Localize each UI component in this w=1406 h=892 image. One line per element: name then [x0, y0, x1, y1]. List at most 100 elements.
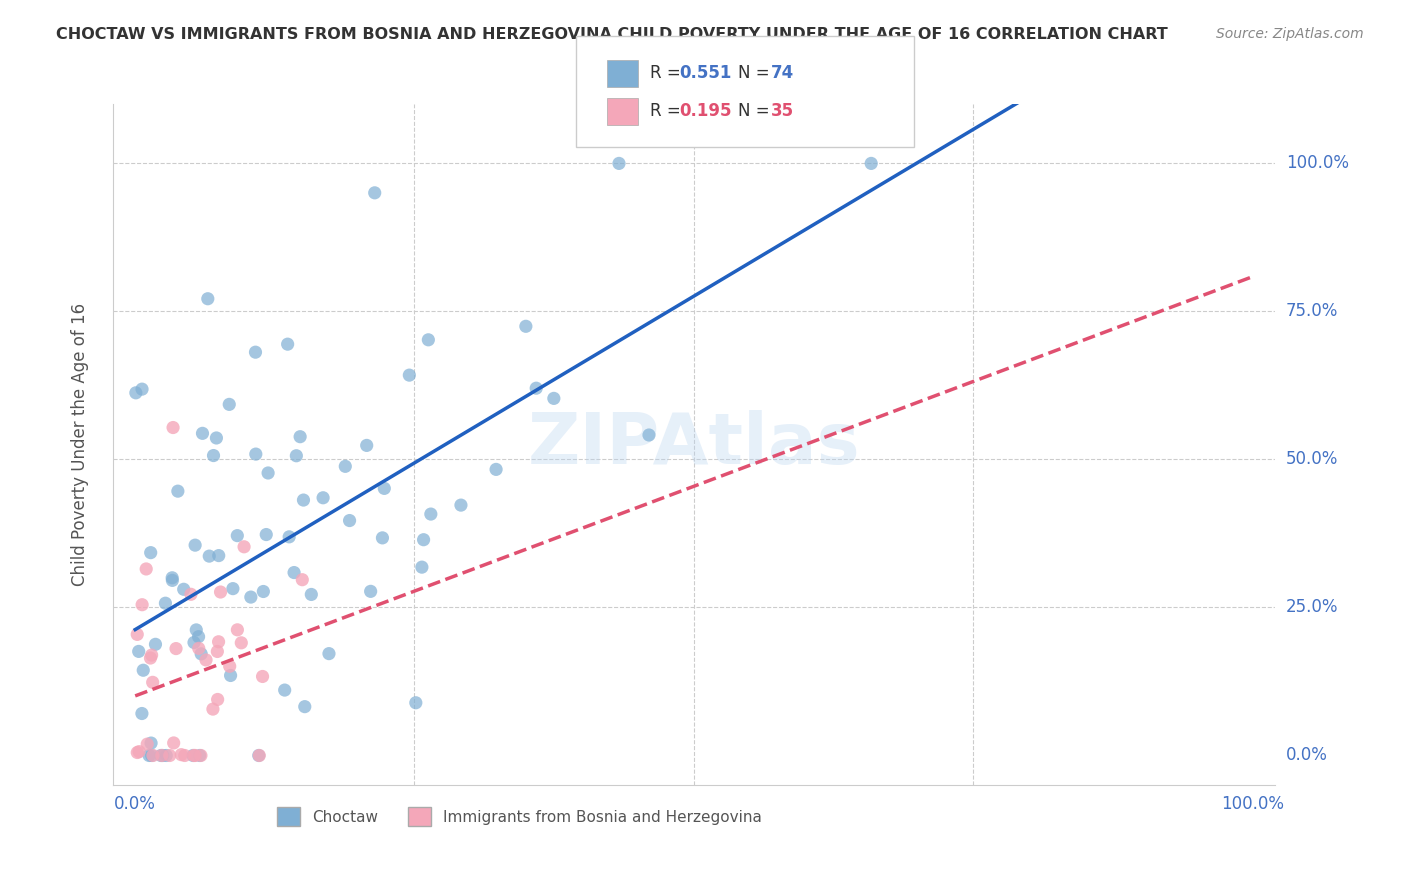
Text: 35: 35: [770, 103, 793, 120]
Point: [141, 748, 163, 763]
Legend: Choctaw, Immigrants from Bosnia and Herzegovina: Choctaw, Immigrants from Bosnia and Herz…: [270, 801, 769, 832]
Point: [277, 337, 299, 351]
Point: [299, 587, 322, 601]
Text: 25.0%: 25.0%: [1286, 599, 1339, 616]
Text: R =: R =: [650, 64, 686, 82]
Point: [278, 530, 301, 544]
Point: [252, 584, 274, 599]
Point: [245, 447, 267, 461]
Point: [155, 748, 177, 763]
Point: [371, 531, 394, 545]
Point: [139, 546, 162, 560]
Point: [184, 748, 207, 763]
Text: 100.0%: 100.0%: [1286, 154, 1348, 172]
Point: [139, 736, 162, 750]
Point: [294, 699, 316, 714]
Point: [515, 319, 537, 334]
Point: [285, 449, 308, 463]
Text: Source: ZipAtlas.com: Source: ZipAtlas.com: [1216, 27, 1364, 41]
Point: [292, 493, 315, 508]
Point: [155, 596, 177, 610]
Point: [226, 623, 249, 637]
Point: [136, 737, 159, 751]
Point: [226, 528, 249, 542]
Point: [132, 663, 155, 677]
Point: [141, 648, 163, 662]
Point: [145, 637, 167, 651]
Point: [450, 498, 472, 512]
Point: [167, 484, 190, 499]
Point: [170, 747, 193, 762]
Point: [201, 702, 224, 716]
Point: [356, 438, 378, 452]
Point: [543, 392, 565, 406]
Point: [318, 647, 340, 661]
Text: 74: 74: [770, 64, 794, 82]
Point: [291, 573, 314, 587]
Point: [139, 651, 162, 665]
Point: [247, 748, 270, 763]
Point: [127, 627, 149, 641]
Point: [128, 644, 150, 658]
Point: [195, 653, 218, 667]
Point: [131, 382, 153, 396]
Point: [152, 748, 174, 763]
Point: [419, 507, 441, 521]
Text: 0.0%: 0.0%: [1286, 747, 1327, 764]
Point: [187, 641, 209, 656]
Text: 0.195: 0.195: [679, 103, 731, 120]
Point: [254, 527, 277, 541]
Point: [257, 466, 280, 480]
Point: [405, 696, 427, 710]
Point: [160, 571, 183, 585]
Point: [607, 156, 630, 170]
Point: [142, 675, 165, 690]
Point: [233, 540, 256, 554]
Point: [219, 668, 242, 682]
Point: [273, 683, 295, 698]
Point: [312, 491, 335, 505]
Point: [149, 748, 172, 763]
Point: [207, 634, 229, 648]
Text: 0.551: 0.551: [679, 64, 731, 82]
Point: [218, 397, 240, 411]
Point: [138, 748, 160, 763]
Point: [162, 574, 184, 588]
Point: [222, 582, 245, 596]
Point: [125, 385, 148, 400]
Point: [159, 748, 181, 763]
Point: [163, 736, 186, 750]
Point: [197, 292, 219, 306]
Point: [188, 748, 211, 763]
Point: [288, 430, 311, 444]
Point: [208, 549, 231, 563]
Text: R =: R =: [650, 103, 686, 120]
Point: [202, 449, 225, 463]
Point: [173, 582, 195, 597]
Point: [524, 381, 547, 395]
Point: [190, 748, 212, 763]
Point: [247, 748, 270, 763]
Point: [209, 585, 232, 599]
Point: [181, 748, 204, 763]
Point: [128, 745, 150, 759]
Point: [165, 641, 187, 656]
Point: [131, 598, 153, 612]
Text: N =: N =: [738, 103, 775, 120]
Point: [418, 333, 440, 347]
Text: 75.0%: 75.0%: [1286, 302, 1339, 320]
Point: [239, 590, 262, 604]
Point: [339, 514, 361, 528]
Point: [412, 533, 434, 547]
Point: [190, 647, 212, 661]
Point: [127, 746, 149, 760]
Point: [411, 560, 433, 574]
Point: [205, 431, 228, 445]
Text: N =: N =: [738, 64, 775, 82]
Y-axis label: Child Poverty Under the Age of 16: Child Poverty Under the Age of 16: [72, 303, 89, 586]
Point: [373, 482, 395, 496]
Point: [283, 566, 305, 580]
Point: [142, 748, 165, 763]
Point: [191, 426, 214, 441]
Text: CHOCTAW VS IMMIGRANTS FROM BOSNIA AND HERZEGOVINA CHILD POVERTY UNDER THE AGE OF: CHOCTAW VS IMMIGRANTS FROM BOSNIA AND HE…: [56, 27, 1168, 42]
